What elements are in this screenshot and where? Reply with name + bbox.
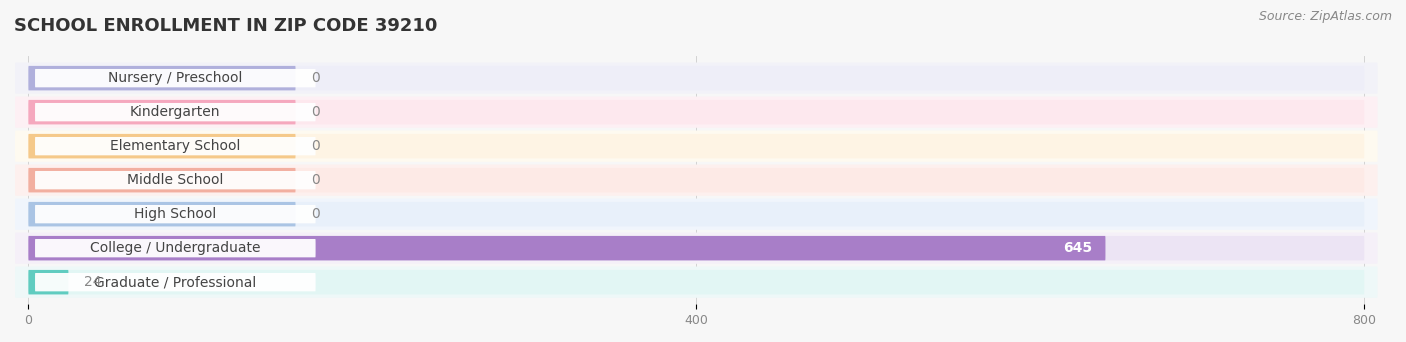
Text: Nursery / Preschool: Nursery / Preschool <box>108 71 242 85</box>
Text: College / Undergraduate: College / Undergraduate <box>90 241 260 255</box>
Text: 24: 24 <box>84 275 103 289</box>
Text: SCHOOL ENROLLMENT IN ZIP CODE 39210: SCHOOL ENROLLMENT IN ZIP CODE 39210 <box>14 17 437 35</box>
Text: Source: ZipAtlas.com: Source: ZipAtlas.com <box>1258 10 1392 23</box>
Text: 0: 0 <box>312 173 321 187</box>
FancyBboxPatch shape <box>15 233 1378 264</box>
FancyBboxPatch shape <box>28 134 1364 158</box>
Text: Graduate / Professional: Graduate / Professional <box>94 275 256 289</box>
FancyBboxPatch shape <box>28 66 295 90</box>
Text: Kindergarten: Kindergarten <box>131 105 221 119</box>
FancyBboxPatch shape <box>28 100 295 124</box>
Text: 645: 645 <box>1063 241 1092 255</box>
Text: Middle School: Middle School <box>127 173 224 187</box>
FancyBboxPatch shape <box>35 239 315 257</box>
Text: 0: 0 <box>312 71 321 85</box>
FancyBboxPatch shape <box>28 270 1364 294</box>
FancyBboxPatch shape <box>35 137 315 155</box>
Text: 0: 0 <box>312 139 321 153</box>
FancyBboxPatch shape <box>28 202 295 226</box>
FancyBboxPatch shape <box>35 69 315 87</box>
FancyBboxPatch shape <box>15 165 1378 196</box>
Text: Elementary School: Elementary School <box>110 139 240 153</box>
FancyBboxPatch shape <box>28 66 1364 90</box>
FancyBboxPatch shape <box>35 171 315 189</box>
FancyBboxPatch shape <box>15 266 1378 298</box>
FancyBboxPatch shape <box>15 131 1378 162</box>
FancyBboxPatch shape <box>35 103 315 121</box>
Text: 0: 0 <box>312 105 321 119</box>
FancyBboxPatch shape <box>28 236 1364 260</box>
Text: 0: 0 <box>312 207 321 221</box>
FancyBboxPatch shape <box>28 270 69 294</box>
FancyBboxPatch shape <box>35 273 315 291</box>
FancyBboxPatch shape <box>28 100 1364 124</box>
FancyBboxPatch shape <box>28 134 295 158</box>
Text: High School: High School <box>134 207 217 221</box>
FancyBboxPatch shape <box>28 202 1364 226</box>
FancyBboxPatch shape <box>28 168 1364 193</box>
FancyBboxPatch shape <box>15 63 1378 94</box>
FancyBboxPatch shape <box>28 236 1105 260</box>
FancyBboxPatch shape <box>28 168 295 193</box>
FancyBboxPatch shape <box>15 198 1378 230</box>
FancyBboxPatch shape <box>35 205 315 223</box>
FancyBboxPatch shape <box>15 96 1378 128</box>
